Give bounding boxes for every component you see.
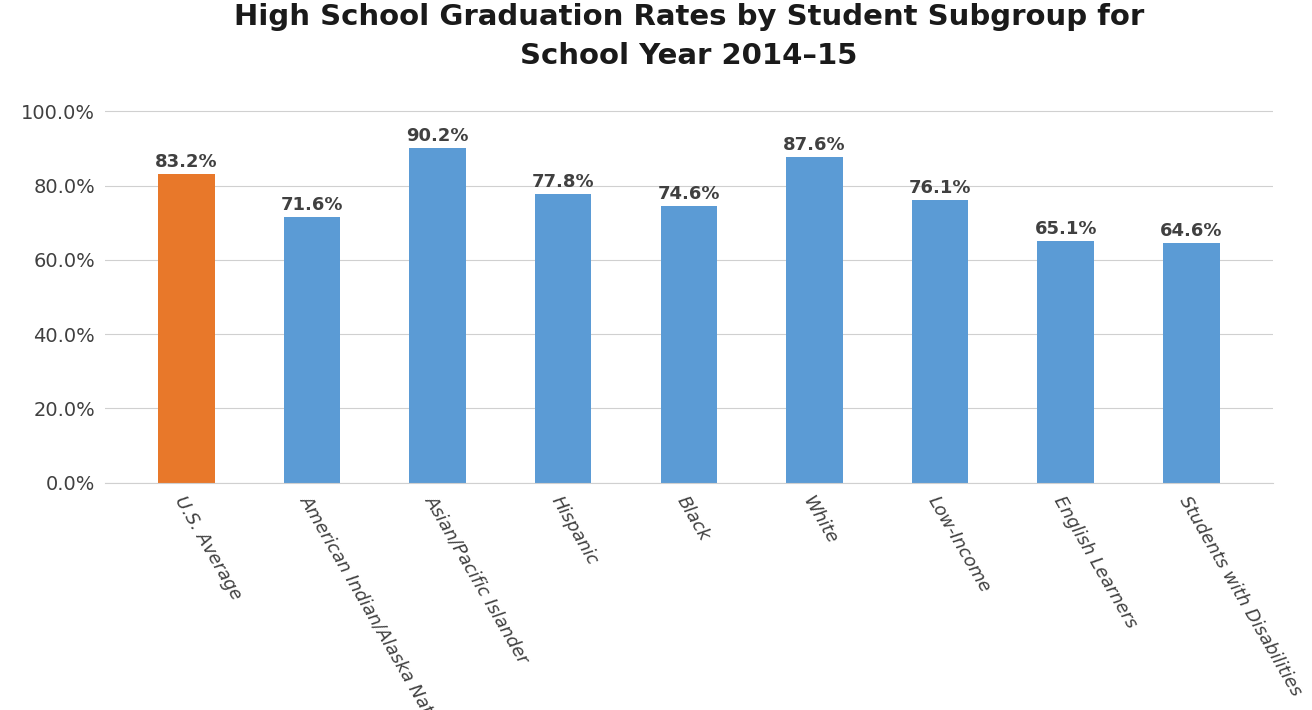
Bar bbox=[912, 200, 968, 483]
Bar bbox=[660, 206, 718, 483]
Text: 65.1%: 65.1% bbox=[1034, 220, 1097, 238]
Title: High School Graduation Rates by Student Subgroup for
School Year 2014–15: High School Graduation Rates by Student … bbox=[234, 4, 1144, 70]
Bar bbox=[283, 217, 340, 483]
Text: 71.6%: 71.6% bbox=[281, 196, 344, 214]
Bar bbox=[157, 174, 215, 483]
Text: 74.6%: 74.6% bbox=[657, 185, 720, 202]
Text: 77.8%: 77.8% bbox=[531, 173, 594, 191]
Bar bbox=[535, 194, 592, 483]
Bar bbox=[1162, 243, 1220, 483]
Bar bbox=[786, 158, 842, 483]
Bar bbox=[1038, 241, 1094, 483]
Text: 87.6%: 87.6% bbox=[783, 136, 846, 154]
Text: 64.6%: 64.6% bbox=[1160, 222, 1223, 240]
Text: 76.1%: 76.1% bbox=[909, 179, 971, 197]
Text: 83.2%: 83.2% bbox=[155, 153, 218, 170]
Bar bbox=[409, 148, 466, 483]
Text: 90.2%: 90.2% bbox=[407, 126, 468, 145]
